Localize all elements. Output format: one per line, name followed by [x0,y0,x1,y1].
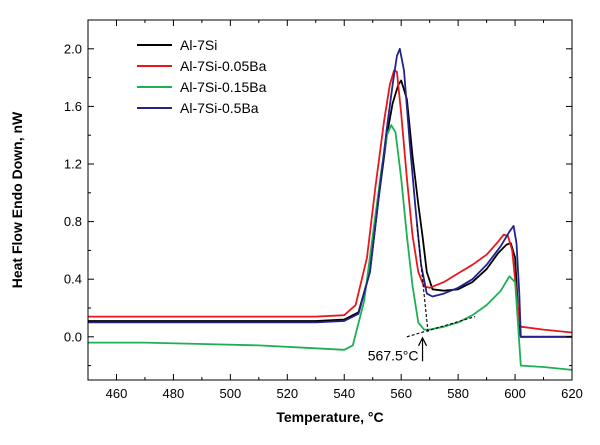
series-line-4 [88,47,572,338]
x-axis-title-main: Temperature, [276,409,368,425]
y-tick-label: 1.2 [64,157,82,172]
y-tick-label: 0.0 [64,329,82,344]
annotation-layer: 567.5°C [368,224,476,364]
x-tick-label: 520 [276,386,298,401]
series-line-1 [88,79,572,338]
x-axis-title: Temperature, °C [276,409,383,425]
x-tick-label: 580 [447,386,469,401]
y-tick-label: 0.4 [64,272,82,287]
x-tick-label: 460 [106,386,128,401]
x-tick-label: 600 [504,386,526,401]
series-line-3 [88,124,572,371]
x-tick-label: 540 [333,386,355,401]
y-axis-ticks: 0.0 0.4 0.8 1.2 1.6 2.0 [64,19,572,367]
y-tick-label: 0.8 [64,214,82,229]
onset-label: 567.5°C [368,348,419,364]
x-tick-label: 620 [561,386,583,401]
tangent-line-peak [416,224,429,334]
legend-label: Al-7Si-0.15Ba [180,79,267,95]
x-tick-label: 500 [220,386,242,401]
y-tick-label: 2.0 [64,41,82,56]
legend: Al-7Si Al-7Si-0.05Ba Al-7Si-0.15Ba Al-7Si-0… [137,37,267,116]
plot-frame [87,19,573,381]
tangent-line-baseline [406,316,476,338]
onset-arrow-head [417,336,428,347]
legend-label: Al-7Si-0.05Ba [180,58,267,74]
x-axis-ticks: 460 480 500 520 540 560 580 600 620 [87,20,583,401]
legend-label: Al-7Si [180,37,217,53]
x-tick-label: 480 [163,386,185,401]
x-axis-title-unit: °C [368,409,384,425]
x-tick-label: 560 [390,386,412,401]
series-line-2 [88,69,572,334]
legend-label: Al-7Si-0.5Ba [180,100,259,116]
y-axis-title: Heat Flow Endo Down, nW [9,111,25,288]
series-layer [88,47,572,371]
y-tick-label: 1.6 [64,99,82,114]
